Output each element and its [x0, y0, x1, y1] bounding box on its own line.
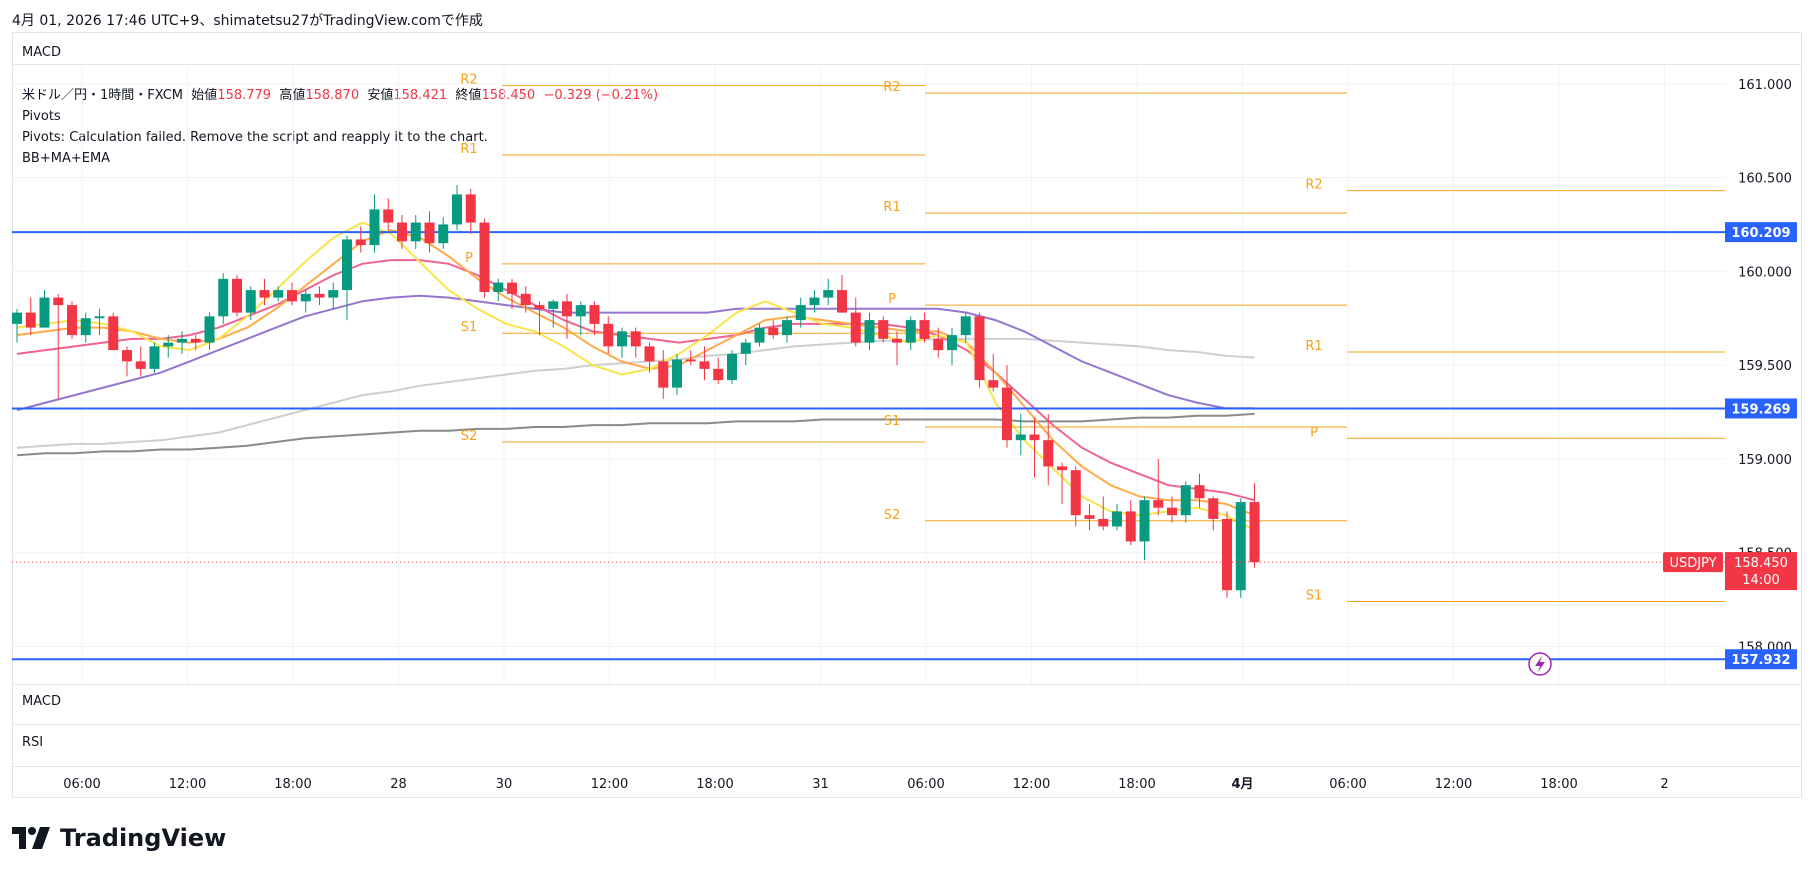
pane-separator[interactable] [12, 684, 1802, 685]
legend-ohlc-row: 米ドル／円・1時間・FXCM 始値158.779 高値158.870 安値158… [22, 85, 658, 106]
legend-symbol[interactable]: 米ドル／円・1時間・FXCM [22, 88, 184, 103]
legend-low-label: 安値 [367, 88, 394, 103]
tradingview-logo-text: TradingView [60, 824, 227, 852]
legend-change-value: −0.329 (−0.21%) [543, 88, 659, 103]
macd-pane-label[interactable]: MACD [22, 694, 61, 709]
legend-indicator-pivots[interactable]: Pivots [22, 109, 61, 124]
tradingview-logo-icon [12, 827, 50, 849]
legend-indicator-error[interactable]: Pivots: Calculation failed. Remove the s… [22, 130, 488, 145]
attribution-text: 4月 01, 2026 17:46 UTC+9、shimatetsu27がTra… [12, 13, 483, 29]
legend-indicator-bbmaema[interactable]: BB+MA+EMA [22, 151, 111, 166]
pane-separator[interactable] [12, 724, 1802, 725]
time-axis-separator [12, 766, 1802, 767]
tradingview-logo[interactable]: TradingView [12, 824, 226, 852]
legend-open-value: 158.779 [217, 88, 272, 103]
legend-close-label: 終値 [455, 88, 482, 103]
rsi-pane-label[interactable]: RSI [22, 735, 44, 750]
legend-high-label: 高値 [279, 88, 306, 103]
legend-low-value: 158.421 [393, 88, 448, 103]
macd-pane-label-top[interactable]: MACD [22, 45, 61, 60]
chart-frame [12, 32, 1802, 798]
legend-close-value: 158.450 [481, 88, 536, 103]
legend-high-value: 158.870 [305, 88, 360, 103]
legend-open-label: 始値 [191, 88, 218, 103]
chart-legend: 米ドル／円・1時間・FXCM 始値158.779 高値158.870 安値158… [22, 85, 658, 169]
pane-separator[interactable] [12, 64, 1802, 65]
